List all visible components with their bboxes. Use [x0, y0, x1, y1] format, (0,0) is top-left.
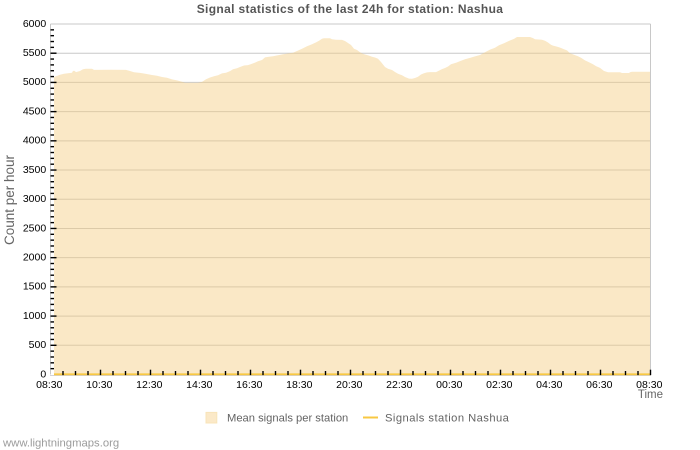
svg-text:1500: 1500 — [23, 281, 47, 293]
svg-text:08:30: 08:30 — [36, 379, 62, 391]
svg-text:1000: 1000 — [23, 310, 47, 322]
svg-text:20:30: 20:30 — [336, 379, 362, 391]
svg-text:06:30: 06:30 — [586, 379, 612, 391]
svg-text:4500: 4500 — [23, 105, 47, 117]
svg-text:3500: 3500 — [23, 164, 47, 176]
svg-text:0: 0 — [40, 368, 46, 380]
svg-text:22:30: 22:30 — [386, 379, 412, 391]
svg-text:6000: 6000 — [23, 18, 47, 30]
svg-text:14:30: 14:30 — [186, 379, 212, 391]
svg-text:3000: 3000 — [23, 193, 47, 205]
svg-text:www.lightningmaps.org: www.lightningmaps.org — [2, 438, 119, 450]
svg-text:02:30: 02:30 — [486, 379, 512, 391]
svg-text:12:30: 12:30 — [136, 379, 162, 391]
svg-text:10:30: 10:30 — [86, 379, 112, 391]
svg-text:2000: 2000 — [23, 252, 47, 264]
svg-text:08:30: 08:30 — [636, 379, 662, 391]
svg-text:4000: 4000 — [23, 135, 47, 147]
svg-text:00:30: 00:30 — [436, 379, 462, 391]
svg-text:18:30: 18:30 — [286, 379, 312, 391]
svg-text:5000: 5000 — [23, 76, 47, 88]
svg-text:Count per hour: Count per hour — [2, 154, 17, 245]
svg-text:2500: 2500 — [23, 222, 47, 234]
svg-text:16:30: 16:30 — [236, 379, 262, 391]
svg-text:Time: Time — [638, 389, 663, 401]
svg-text:04:30: 04:30 — [536, 379, 562, 391]
svg-text:Signals station Nashua: Signals station Nashua — [385, 412, 510, 424]
svg-text:5500: 5500 — [23, 47, 47, 59]
svg-text:500: 500 — [29, 339, 47, 351]
svg-text:Mean signals per station: Mean signals per station — [227, 412, 348, 424]
svg-text:Signal statistics of the last: Signal statistics of the last 24h for st… — [197, 2, 504, 16]
